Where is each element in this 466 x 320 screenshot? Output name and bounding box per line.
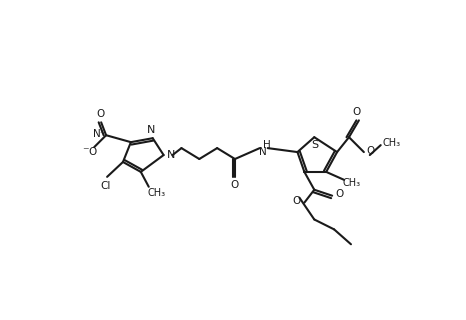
Text: N: N xyxy=(259,147,267,157)
Text: O: O xyxy=(292,196,301,206)
Text: S: S xyxy=(312,140,319,150)
Text: O: O xyxy=(88,147,96,157)
Text: CH₃: CH₃ xyxy=(343,178,361,188)
Text: N: N xyxy=(167,150,176,160)
Text: ⁺: ⁺ xyxy=(100,130,104,139)
Text: O: O xyxy=(96,109,104,119)
Text: Cl: Cl xyxy=(100,181,110,191)
Text: N: N xyxy=(146,125,155,135)
Text: O: O xyxy=(353,108,361,117)
Text: N: N xyxy=(93,129,101,139)
Text: CH₃: CH₃ xyxy=(148,188,166,198)
Text: O: O xyxy=(231,180,239,190)
Text: O: O xyxy=(335,189,343,199)
Text: O: O xyxy=(367,146,375,156)
Text: H: H xyxy=(263,140,271,150)
Text: CH₃: CH₃ xyxy=(383,138,401,148)
Text: ⁻: ⁻ xyxy=(82,146,89,159)
